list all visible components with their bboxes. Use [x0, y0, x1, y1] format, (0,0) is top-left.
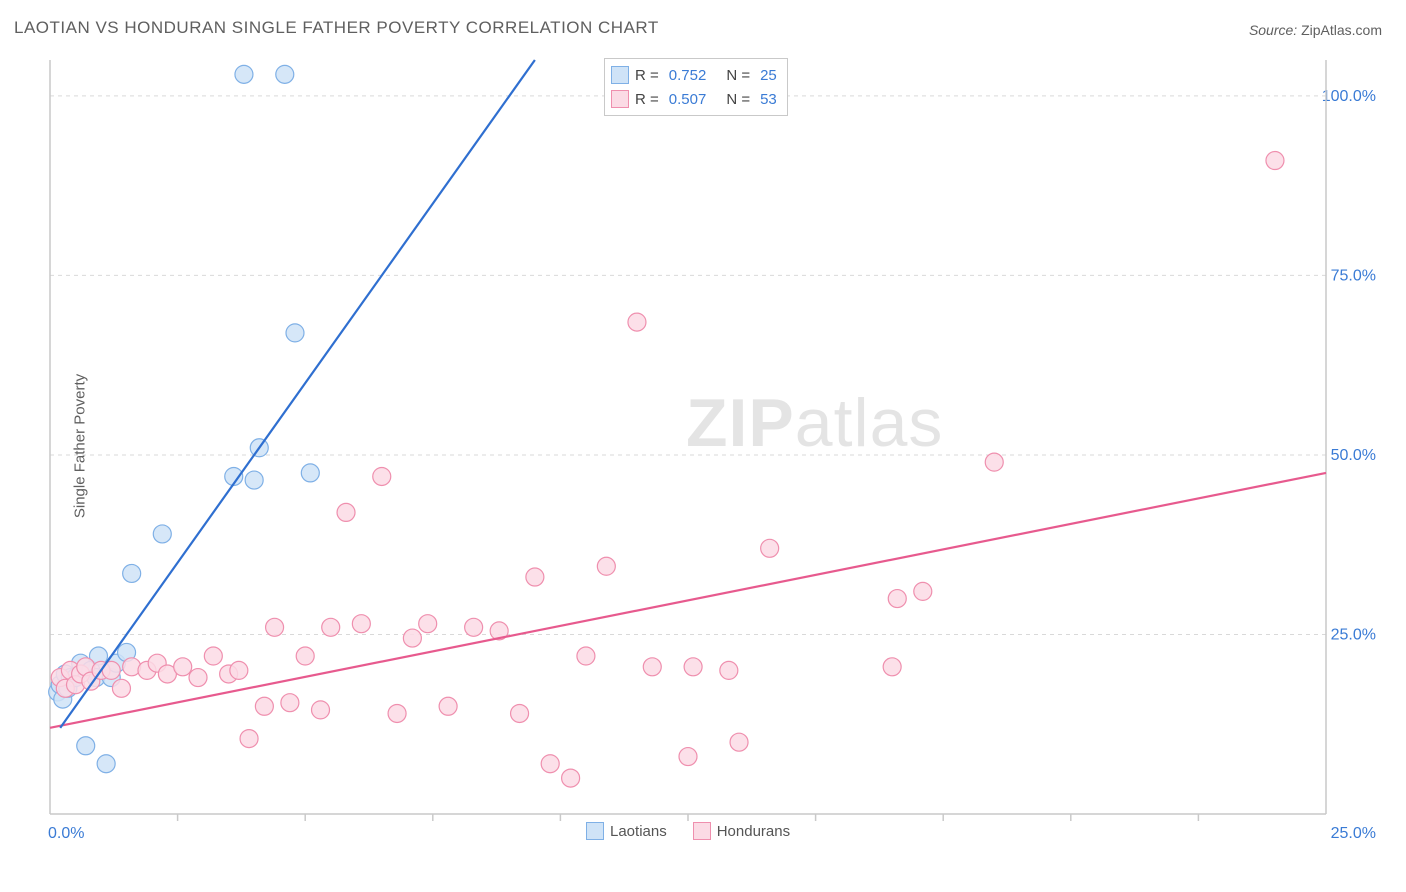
data-point-hondurans: [914, 582, 932, 600]
source-label: Source:: [1249, 22, 1297, 38]
data-point-hondurans: [322, 618, 340, 636]
data-point-hondurans: [255, 697, 273, 715]
data-point-hondurans: [419, 615, 437, 633]
data-point-hondurans: [230, 661, 248, 679]
legend-n-prefix: N =: [726, 91, 750, 108]
data-point-laotians: [123, 564, 141, 582]
data-point-hondurans: [562, 769, 580, 787]
scatter-chart: 25.0% 50.0% 75.0% 100.0% 0.0% 25.0%: [46, 54, 1382, 844]
data-point-hondurans: [888, 590, 906, 608]
legend-r-prefix: R =: [635, 91, 659, 108]
chart-title: LAOTIAN VS HONDURAN SINGLE FATHER POVERT…: [14, 18, 659, 38]
data-point-hondurans: [281, 694, 299, 712]
data-point-hondurans: [112, 679, 130, 697]
data-point-hondurans: [985, 453, 1003, 471]
data-point-laotians: [245, 471, 263, 489]
data-point-hondurans: [373, 467, 391, 485]
legend-swatch-laotians: [611, 66, 629, 84]
data-point-hondurans: [240, 730, 258, 748]
x-tick-origin: 0.0%: [48, 825, 84, 842]
data-point-laotians: [301, 464, 319, 482]
data-point-hondurans: [403, 629, 421, 647]
y-tick-label: 75.0%: [1331, 267, 1376, 284]
data-point-laotians: [276, 65, 294, 83]
data-point-hondurans: [643, 658, 661, 676]
series-label-laotians: Laotians: [610, 823, 667, 840]
data-point-hondurans: [761, 539, 779, 557]
series-legend: Laotians Hondurans: [586, 822, 790, 840]
chart-area: 25.0% 50.0% 75.0% 100.0% 0.0% 25.0% R = 0.752 N…: [46, 54, 1382, 844]
legend-n-value-hondurans: 53: [760, 91, 777, 108]
trend-line-hondurans: [50, 473, 1326, 728]
legend-n-value-laotians: 25: [760, 67, 777, 84]
legend-r-value-hondurans: 0.507: [669, 91, 707, 108]
data-point-laotians: [286, 324, 304, 342]
legend-n-prefix: N =: [726, 67, 750, 84]
series-swatch-laotians: [586, 822, 604, 840]
series-legend-item-laotians: Laotians: [586, 822, 667, 840]
data-point-hondurans: [720, 661, 738, 679]
source-value: ZipAtlas.com: [1301, 22, 1382, 38]
data-point-hondurans: [730, 733, 748, 751]
data-point-hondurans: [883, 658, 901, 676]
stat-legend-row-laotians: R = 0.752 N = 25: [611, 63, 777, 87]
series-swatch-hondurans: [693, 822, 711, 840]
data-point-hondurans: [352, 615, 370, 633]
source-attribution: Source: ZipAtlas.com: [1249, 22, 1382, 38]
y-tick-label: 25.0%: [1331, 626, 1376, 643]
data-point-laotians: [97, 755, 115, 773]
data-point-hondurans: [597, 557, 615, 575]
data-point-hondurans: [439, 697, 457, 715]
data-point-hondurans: [296, 647, 314, 665]
data-point-hondurans: [465, 618, 483, 636]
y-tick-label: 50.0%: [1331, 447, 1376, 464]
y-tick-label: 100.0%: [1322, 88, 1376, 105]
data-point-hondurans: [388, 704, 406, 722]
data-point-laotians: [153, 525, 171, 543]
data-point-hondurans: [337, 503, 355, 521]
legend-r-prefix: R =: [635, 67, 659, 84]
series-legend-item-hondurans: Hondurans: [693, 822, 790, 840]
data-point-laotians: [235, 65, 253, 83]
legend-swatch-hondurans: [611, 90, 629, 108]
legend-r-value-laotians: 0.752: [669, 67, 707, 84]
stat-legend-row-hondurans: R = 0.507 N = 53: [611, 87, 777, 111]
data-point-hondurans: [526, 568, 544, 586]
data-point-hondurans: [204, 647, 222, 665]
data-point-hondurans: [511, 704, 529, 722]
data-point-hondurans: [684, 658, 702, 676]
data-point-hondurans: [541, 755, 559, 773]
data-point-hondurans: [174, 658, 192, 676]
data-point-hondurans: [189, 669, 207, 687]
data-point-hondurans: [628, 313, 646, 331]
data-point-hondurans: [1266, 152, 1284, 170]
data-point-hondurans: [312, 701, 330, 719]
correlation-legend: R = 0.752 N = 25 R = 0.507 N = 53: [604, 58, 788, 116]
x-tick-end: 25.0%: [1331, 825, 1376, 842]
trend-line-laotians: [60, 60, 535, 728]
data-point-laotians: [77, 737, 95, 755]
series-label-hondurans: Hondurans: [717, 823, 790, 840]
data-point-hondurans: [266, 618, 284, 636]
data-point-hondurans: [679, 748, 697, 766]
data-point-hondurans: [577, 647, 595, 665]
